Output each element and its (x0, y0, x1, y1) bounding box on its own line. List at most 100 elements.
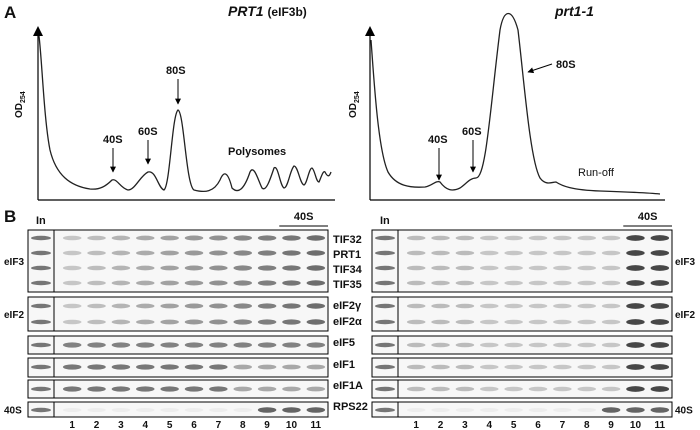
band (577, 280, 596, 286)
band (504, 342, 523, 348)
band (62, 303, 82, 309)
peak-label: 40S (428, 134, 448, 146)
band (282, 235, 301, 241)
band (406, 303, 426, 309)
band (160, 407, 179, 413)
band (233, 386, 252, 392)
protein-label: RPS22 (333, 401, 368, 413)
y-label: OD254 (348, 91, 361, 118)
band (111, 407, 131, 413)
band (31, 386, 51, 392)
lane-number: 5 (167, 420, 173, 430)
band (577, 342, 596, 348)
band (431, 407, 450, 413)
band (87, 303, 106, 309)
band (406, 364, 426, 370)
band (233, 250, 252, 256)
band (455, 303, 475, 309)
band (62, 342, 82, 348)
gene: PRT1 (228, 3, 264, 19)
band (504, 250, 523, 256)
band (375, 364, 395, 370)
band (504, 364, 523, 370)
lane-number: 11 (311, 420, 322, 430)
band (184, 407, 204, 413)
band (31, 235, 51, 241)
group-label: eIF3 (675, 257, 695, 268)
band (455, 407, 475, 413)
band (455, 342, 475, 348)
band (209, 280, 228, 286)
band (62, 407, 82, 413)
protein-label: TIF32 (333, 234, 362, 246)
group-label: eIF2 (675, 310, 695, 321)
band (31, 265, 51, 271)
band (650, 342, 670, 348)
band (111, 265, 131, 271)
band (209, 364, 228, 370)
band (650, 235, 670, 241)
band (306, 407, 326, 413)
lane-number: 6 (191, 420, 197, 430)
band (306, 280, 326, 286)
band (553, 235, 572, 241)
blot-strip (27, 229, 329, 293)
lane-number: 4 (142, 420, 148, 430)
band (626, 280, 645, 286)
peak-label: 60S (138, 126, 158, 138)
band (184, 250, 204, 256)
band (553, 407, 572, 413)
band (160, 386, 179, 392)
lane-number: 2 (438, 420, 444, 430)
band (257, 386, 277, 392)
band (184, 364, 204, 370)
band (62, 386, 82, 392)
band (650, 280, 670, 286)
panel-label: A (4, 3, 16, 22)
lane-number: 7 (216, 420, 222, 430)
band (209, 235, 228, 241)
band (209, 265, 228, 271)
band (650, 386, 670, 392)
band (111, 386, 131, 392)
lane-number: 10 (286, 420, 298, 430)
band (282, 386, 301, 392)
band (375, 250, 395, 256)
band (626, 265, 645, 271)
band (306, 319, 326, 325)
band (577, 407, 596, 413)
band (480, 407, 499, 413)
band (87, 342, 106, 348)
band (160, 303, 179, 309)
band (480, 250, 499, 256)
band (553, 319, 572, 325)
blot-strip (371, 401, 673, 418)
lane-number: 7 (560, 420, 566, 430)
protein-label: eIF2α (333, 316, 362, 328)
band (257, 364, 277, 370)
band (504, 407, 523, 413)
band (553, 386, 572, 392)
band (528, 386, 548, 392)
band (87, 235, 106, 241)
band (31, 319, 51, 325)
lane-number: 1 (413, 420, 419, 430)
y-label-sub: 254 (20, 91, 27, 103)
lane-number: 4 (486, 420, 492, 430)
protein-labels: TIF32 PRT1 TIF34 TIF35 eIF2γ eIF2α eIF5 … (333, 234, 368, 413)
band (406, 407, 426, 413)
lane-number: 5 (511, 420, 517, 430)
lane-number: 2 (94, 420, 100, 430)
band (31, 250, 51, 256)
band (282, 407, 301, 413)
band (257, 319, 277, 325)
band (577, 303, 596, 309)
y-label-text: OD (348, 103, 359, 118)
band (257, 235, 277, 241)
profile-note: Polysomes (228, 146, 286, 158)
band (282, 280, 301, 286)
band (528, 235, 548, 241)
peak-label: 60S (462, 126, 482, 138)
band (406, 386, 426, 392)
profile-title: prt1-1 (554, 3, 594, 19)
